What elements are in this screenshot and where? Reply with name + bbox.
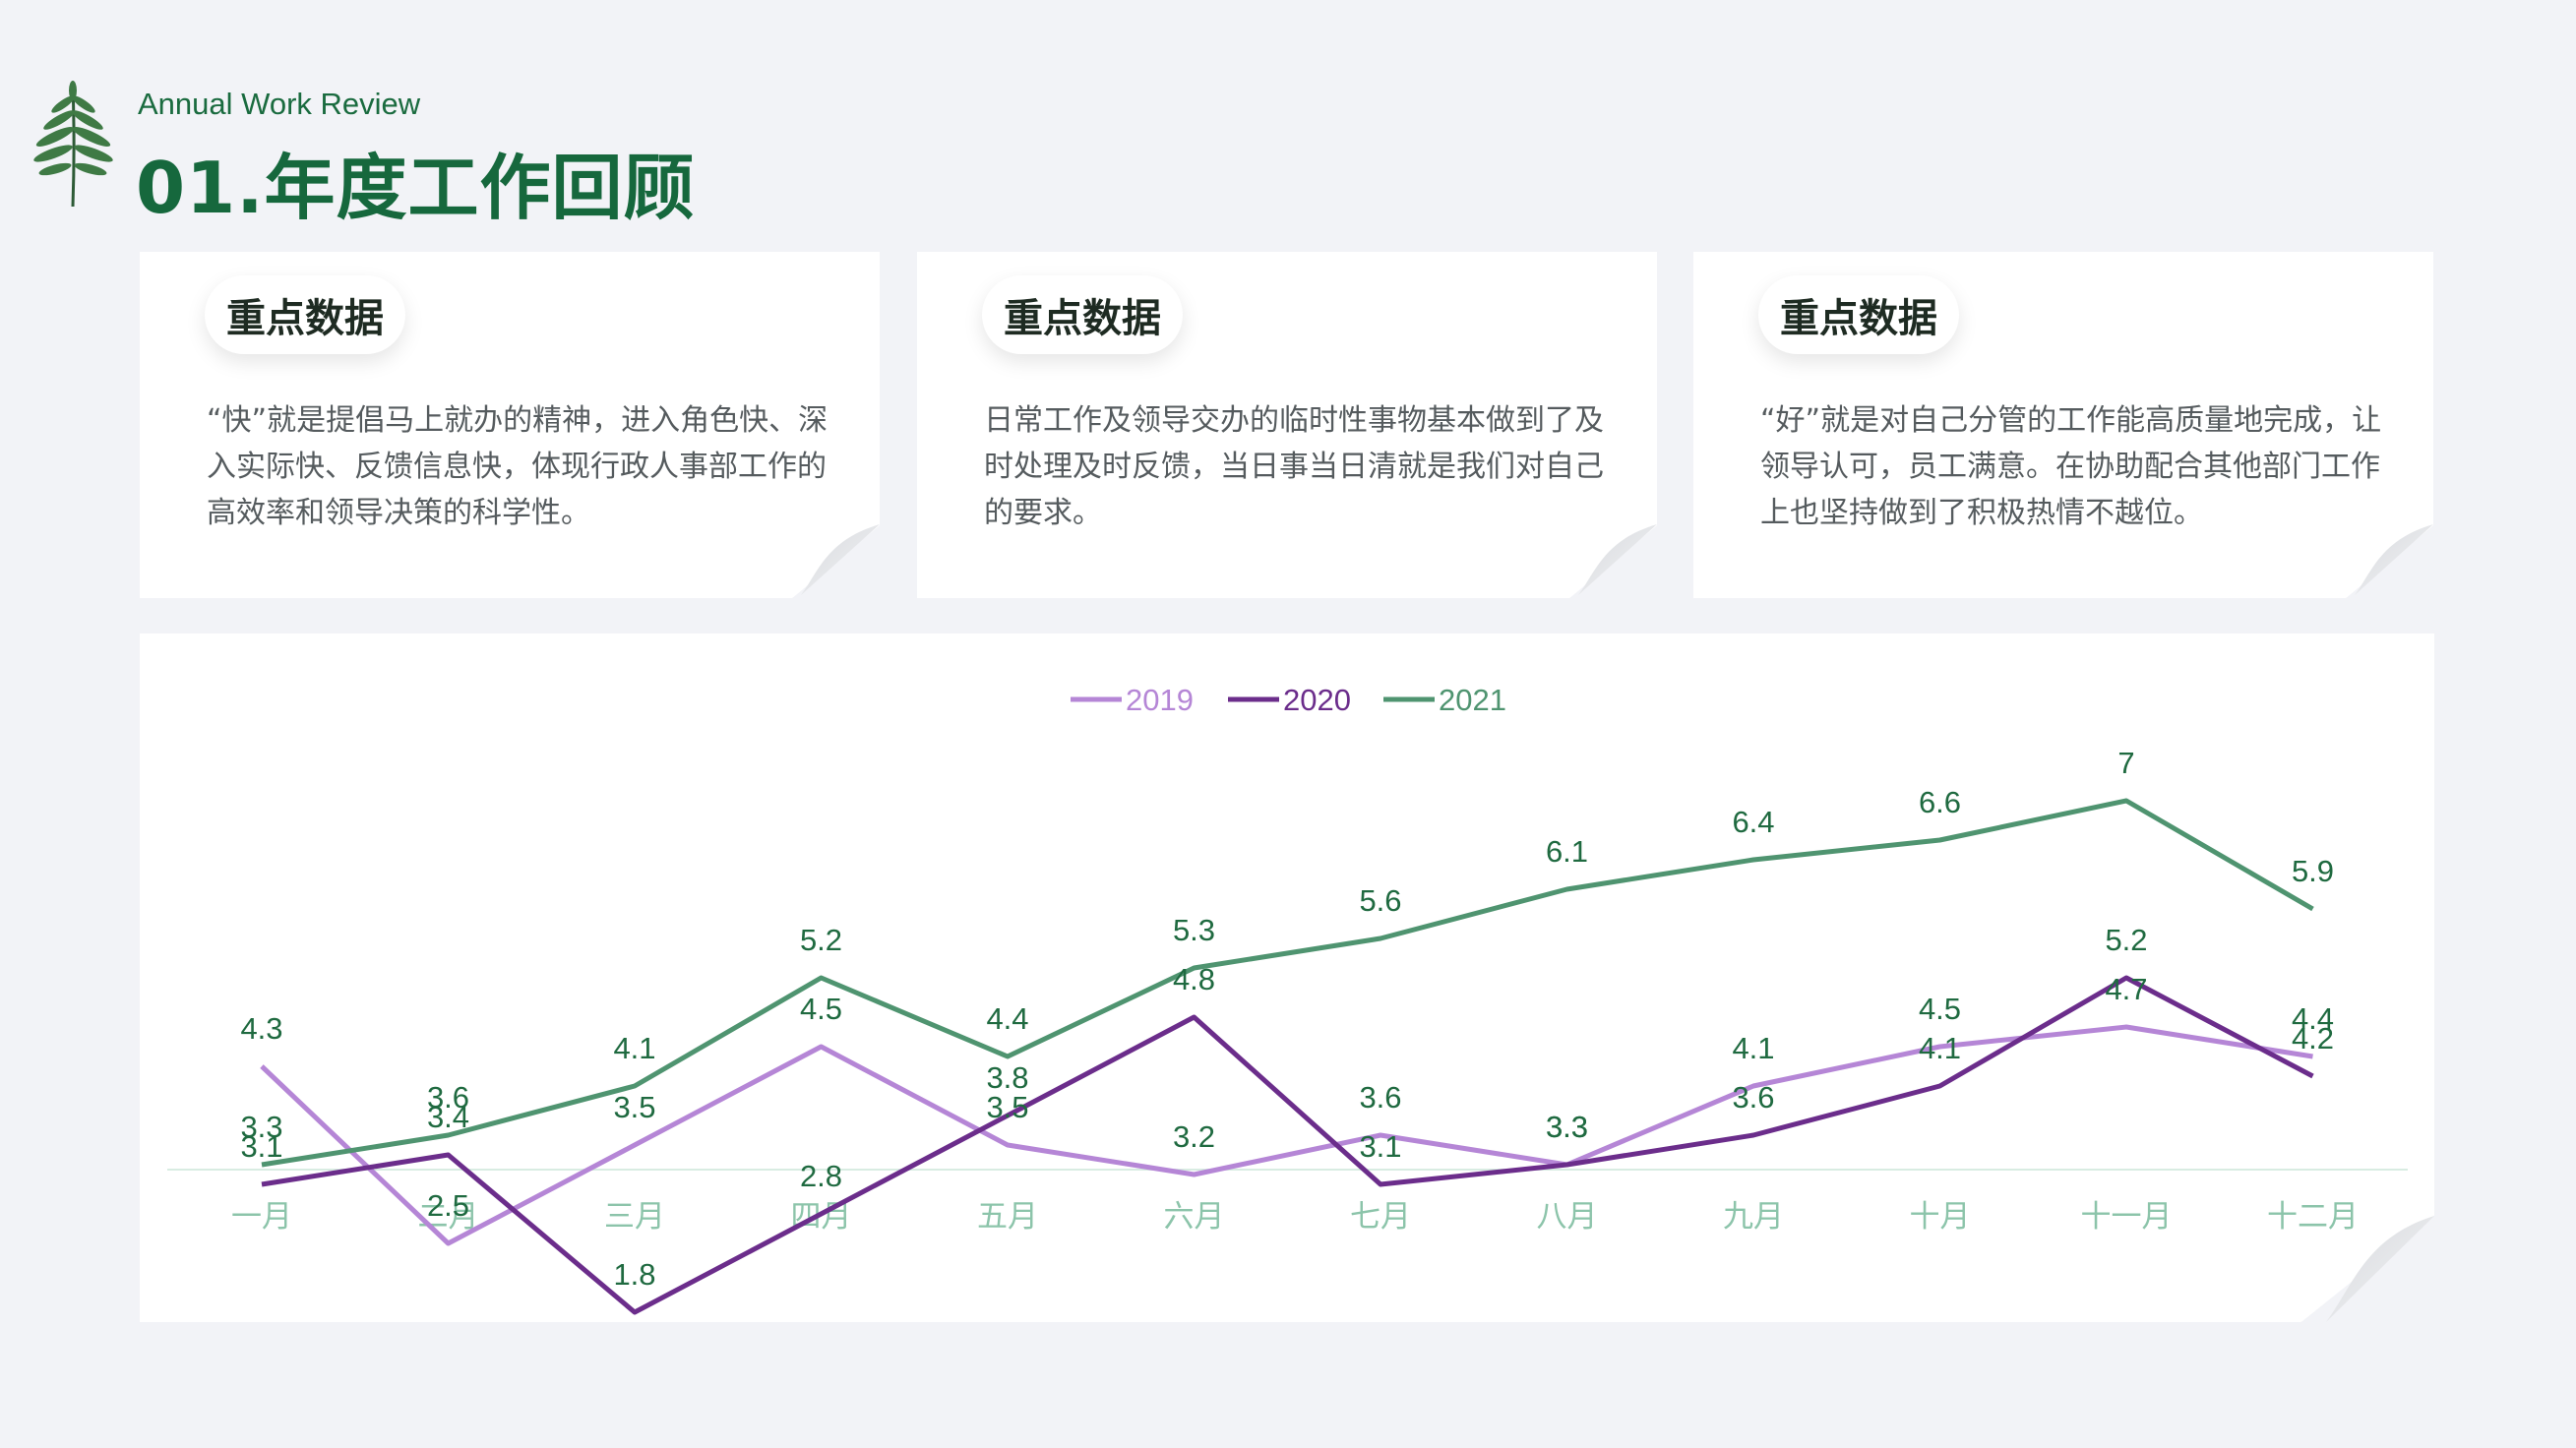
- data-label: 4.1: [613, 1031, 655, 1065]
- data-label: 3.6: [1732, 1080, 1774, 1115]
- x-tick-label: 六月: [1164, 1199, 1225, 1234]
- data-label: 4.7: [2105, 972, 2147, 1006]
- card-text: “好”就是对自己分管的工作能高质量地完成，让领导认可，员工满意。在协助配合其他部…: [1760, 403, 2382, 530]
- data-label: 2.5: [427, 1188, 469, 1223]
- line-chart: 一月 二月 三月 四月 五月 六月 七月 八月 九月 十月 十一月 十二月4.32.53.54.53.…: [167, 683, 2408, 1315]
- data-label: 3.5: [613, 1090, 655, 1124]
- data-label: 5.9: [2292, 854, 2334, 888]
- key-data-card-3: 重点数据 “好”就是对自己分管的工作能高质量地完成，让领导认可，员工满意。在协助…: [1693, 252, 2433, 598]
- data-label: 5.3: [1173, 913, 1215, 947]
- card-label: 重点数据: [982, 275, 1183, 354]
- data-label: 4.5: [1919, 992, 1961, 1026]
- data-label: 3.1: [240, 1129, 282, 1164]
- key-data-card-1: 重点数据 “快”就是提倡马上就办的精神，进入角色快、深入实际快、反馈信息快，体现…: [140, 252, 880, 598]
- x-tick-label: 十月: [1910, 1199, 1971, 1234]
- data-label: 5.2: [800, 923, 842, 957]
- card-label: 重点数据: [1758, 275, 1959, 354]
- data-label: 4.4: [986, 1001, 1028, 1036]
- legend-label: 2020: [1283, 683, 1351, 717]
- page-curl-icon: [801, 524, 880, 595]
- data-label: 3.3: [240, 1110, 282, 1144]
- data-label: 3.4: [427, 1100, 469, 1134]
- legend-label: 2019: [1126, 683, 1194, 717]
- card-label: 重点数据: [205, 275, 405, 354]
- data-label: 6.1: [1546, 834, 1588, 869]
- legend-label: 2021: [1439, 683, 1506, 717]
- data-label: 5.2: [2105, 923, 2147, 957]
- data-label: 4.5: [800, 992, 842, 1026]
- page-curl-icon: [1578, 524, 1657, 595]
- x-tick-label: 八月: [1537, 1199, 1598, 1234]
- data-label: 3.6: [427, 1080, 469, 1115]
- page-curl-icon: [2355, 524, 2433, 595]
- fern-leaf-icon: [33, 81, 113, 208]
- data-label: 3.6: [1359, 1080, 1401, 1115]
- data-label: 3.2: [1173, 1119, 1215, 1154]
- x-tick-label: 一月: [231, 1199, 292, 1234]
- x-tick-label: 七月: [1350, 1199, 1411, 1234]
- data-label: 4.4: [2292, 1001, 2334, 1036]
- page-title: 01.年度工作回顾: [136, 147, 696, 229]
- chart-card: [140, 634, 2434, 1322]
- data-label: 4.3: [240, 1011, 282, 1046]
- data-label: 4.1: [1919, 1031, 1961, 1065]
- x-tick-label: 三月: [604, 1199, 665, 1234]
- data-label: 4.1: [1732, 1031, 1774, 1065]
- series-line-2021: [261, 798, 2314, 1168]
- x-tick-label: 十一月: [2081, 1199, 2173, 1234]
- card-text: “快”就是提倡马上就办的精神，进入角色快、深入实际快、反馈信息快，体现行政人事部…: [207, 403, 828, 530]
- data-label: 4.2: [2292, 1021, 2334, 1056]
- data-label: 4.8: [1173, 962, 1215, 996]
- data-label: 1.8: [613, 1257, 655, 1292]
- data-label: 6.4: [1732, 805, 1774, 839]
- data-label: 2.8: [800, 1159, 842, 1193]
- key-data-card-2: 重点数据 日常工作及领导交办的临时性事物基本做到了及时处理及时反馈，当日事当日清…: [917, 252, 1657, 598]
- data-label: 5.6: [1359, 883, 1401, 918]
- page-curl-icon: [2326, 1216, 2434, 1322]
- data-label: 7: [2117, 746, 2134, 780]
- data-label: 6.6: [1919, 785, 1961, 819]
- x-tick-label: 五月: [977, 1199, 1038, 1234]
- data-label: 3.8: [986, 1060, 1028, 1095]
- data-label: 3.3: [1546, 1110, 1588, 1144]
- series-line-2019: [260, 1024, 2313, 1246]
- x-tick-label: 十二月: [2267, 1199, 2359, 1234]
- card-text: 日常工作及领导交办的临时性事物基本做到了及时处理及时反馈，当日事当日清就是我们对…: [984, 403, 1604, 530]
- data-label: 3.5: [986, 1090, 1028, 1124]
- x-tick-label: 二月: [418, 1199, 479, 1234]
- x-tick-label: 九月: [1723, 1199, 1784, 1234]
- series-line-2020: [261, 975, 2314, 1315]
- page-subtitle: Annual Work Review: [138, 87, 421, 121]
- data-label: 3.1: [1359, 1129, 1401, 1164]
- data-label: 3.3: [1546, 1110, 1588, 1144]
